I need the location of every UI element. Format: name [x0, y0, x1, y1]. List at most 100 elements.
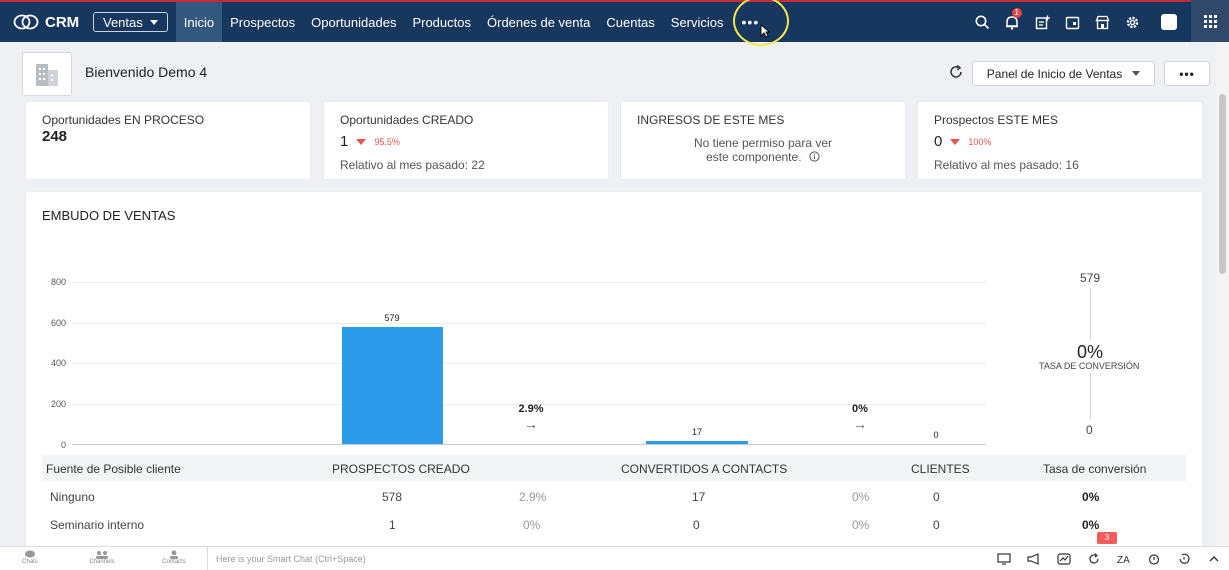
permission-message-line: este componente. — [621, 150, 905, 164]
marketplace-button[interactable] — [1087, 2, 1117, 42]
funnel-bar-prospectos[interactable] — [341, 326, 443, 444]
cell-conversion: 0% — [852, 518, 870, 532]
step-conversion-rate: 2.9% — [518, 403, 544, 415]
chevron-down-icon — [1132, 71, 1141, 76]
tab-cuentas[interactable]: Cuentas — [606, 14, 655, 30]
page-header: Bienvenido Demo 4 Panel de Inicio de Ven… — [0, 42, 1216, 102]
announcements-button[interactable] — [1019, 547, 1049, 570]
kpi-change: 100% — [968, 136, 992, 147]
add-record-button[interactable] — [1027, 2, 1057, 42]
screen-share-button[interactable] — [989, 547, 1019, 570]
chevron-down-icon — [149, 19, 158, 25]
smart-chat-input[interactable]: Here is your Smart Chat (Ctrl+Space) — [207, 547, 937, 570]
kpi-value-row: 0 100% — [934, 133, 991, 150]
channels-button[interactable]: Channels — [80, 550, 124, 565]
store-icon — [1095, 15, 1109, 29]
tab-oportunidades[interactable]: Oportunidades — [311, 14, 397, 30]
more-options-button[interactable]: ••• — [1164, 61, 1210, 86]
user-avatar[interactable] — [1161, 14, 1177, 30]
crm-logo[interactable]: CRM — [13, 14, 83, 31]
kpi-change: 95.5% — [374, 136, 400, 147]
y-tick-label: 200 — [50, 399, 66, 409]
alarm-clock-icon — [1148, 553, 1160, 565]
table-header: Fuente de Posible cliente PROSPECTOS CRE… — [42, 455, 1186, 481]
divider-line — [1090, 373, 1091, 419]
refresh-icon[interactable] — [948, 64, 964, 80]
org-avatar — [22, 52, 72, 96]
bar-value-label: 0 — [933, 430, 939, 440]
kpi-title: Prospectos ESTE MES — [934, 113, 1059, 127]
reminders-button[interactable] — [1139, 547, 1169, 570]
overall-top-value: 579 — [1080, 271, 1101, 285]
kpi-card-created-deals[interactable]: Oportunidades CREADO 1 95.5% Relativo al… — [324, 102, 608, 179]
contacts-button[interactable]: Contacts — [152, 550, 196, 565]
chevron-up-icon — [1209, 555, 1219, 561]
channels-label: Channels — [89, 559, 115, 565]
cell-source: Seminario interno — [50, 518, 145, 532]
bell-icon — [1006, 15, 1018, 30]
notifications-button[interactable]: 1 — [997, 2, 1027, 42]
mouse-cursor-icon — [760, 24, 770, 38]
column-header[interactable]: CONVERTIDOS A CONTACTS — [621, 462, 788, 476]
analytics-button[interactable] — [1049, 547, 1079, 570]
cell-conversion: 0% — [852, 490, 870, 504]
settings-button[interactable] — [1117, 2, 1147, 42]
expand-button[interactable] — [1199, 547, 1229, 570]
permission-message: No tiene permiso para ver este component… — [621, 136, 905, 164]
y-tick-label: 800 — [50, 277, 66, 287]
tab-productos[interactable]: Productos — [412, 14, 471, 30]
tab-inicio[interactable]: Inicio — [175, 2, 223, 42]
sales-funnel-panel: EMBUDO DE VENTAS 800 600 400 200 0 579 1… — [26, 192, 1202, 546]
y-tick-label: 600 — [50, 318, 66, 328]
calendar-button[interactable] — [1057, 2, 1087, 42]
trend-down-icon — [950, 138, 961, 145]
kpi-comparison: Relativo al mes pasado: 16 — [934, 158, 1079, 172]
history-icon — [1179, 553, 1190, 564]
tab-servicios[interactable]: Servicios — [670, 14, 724, 30]
column-header[interactable]: Tasa de conversión — [1043, 462, 1147, 476]
search-icon — [975, 15, 989, 29]
gridline — [72, 323, 986, 324]
kpi-value-row: 1 95.5% — [340, 133, 400, 150]
tab-ordenes-de-venta[interactable]: Órdenes de venta — [487, 14, 591, 30]
arrow-right-icon: → — [524, 416, 538, 432]
cell-conversion: 0% — [523, 518, 541, 532]
column-header[interactable]: CLIENTES — [911, 462, 970, 476]
top-right-toolbar: 1 — [967, 0, 1229, 42]
tab-prospectos[interactable]: Prospectos — [230, 14, 296, 30]
chats-button[interactable]: Chats — [8, 550, 52, 565]
arrow-right-icon: → — [853, 416, 867, 432]
building-icon — [36, 64, 58, 86]
gridline — [72, 282, 986, 283]
cell-source: Ninguno — [50, 490, 95, 504]
kpi-title: Oportunidades CREADO — [340, 113, 474, 127]
info-icon[interactable] — [809, 151, 820, 162]
column-header[interactable]: Fuente de Posible cliente — [46, 462, 181, 476]
notification-badge: 1 — [1011, 8, 1022, 18]
translate-button[interactable]: ZA — [1109, 547, 1139, 570]
kpi-title: INGRESOS DE ESTE MES — [637, 113, 785, 127]
apps-menu-button[interactable] — [1191, 0, 1229, 42]
search-button[interactable] — [967, 2, 997, 42]
column-header[interactable]: PROSPECTOS CREADO — [332, 462, 470, 476]
dashboard-name: Panel de Inicio de Ventas — [986, 66, 1123, 81]
crm-logo-icon — [13, 14, 39, 30]
funnel-bar-contacts[interactable] — [646, 440, 748, 444]
cell-conversion: 2.9% — [519, 490, 547, 504]
calendar-icon — [1065, 16, 1079, 29]
kpi-card-leads-month[interactable]: Prospectos ESTE MES 0 100% Relativo al m… — [918, 102, 1202, 179]
y-tick-label: 0 — [60, 440, 66, 450]
kpi-card-open-deals[interactable]: Oportunidades EN PROCESO 248 — [26, 102, 310, 179]
module-selector[interactable]: Ventas — [93, 12, 168, 32]
add-note-icon — [1035, 15, 1050, 29]
sync-button[interactable] — [1079, 547, 1109, 570]
page-scrollbar[interactable] — [1216, 42, 1229, 546]
history-button[interactable] — [1169, 547, 1199, 570]
cell-rate: 0% — [1082, 518, 1100, 532]
kpi-value: 248 — [42, 128, 68, 145]
dashboard-selector[interactable]: Panel de Inicio de Ventas — [972, 61, 1155, 86]
divider-line — [1090, 288, 1091, 340]
x-axis — [72, 444, 986, 445]
scrollbar-thumb[interactable] — [1219, 94, 1226, 274]
cell-created: 578 — [382, 490, 403, 504]
